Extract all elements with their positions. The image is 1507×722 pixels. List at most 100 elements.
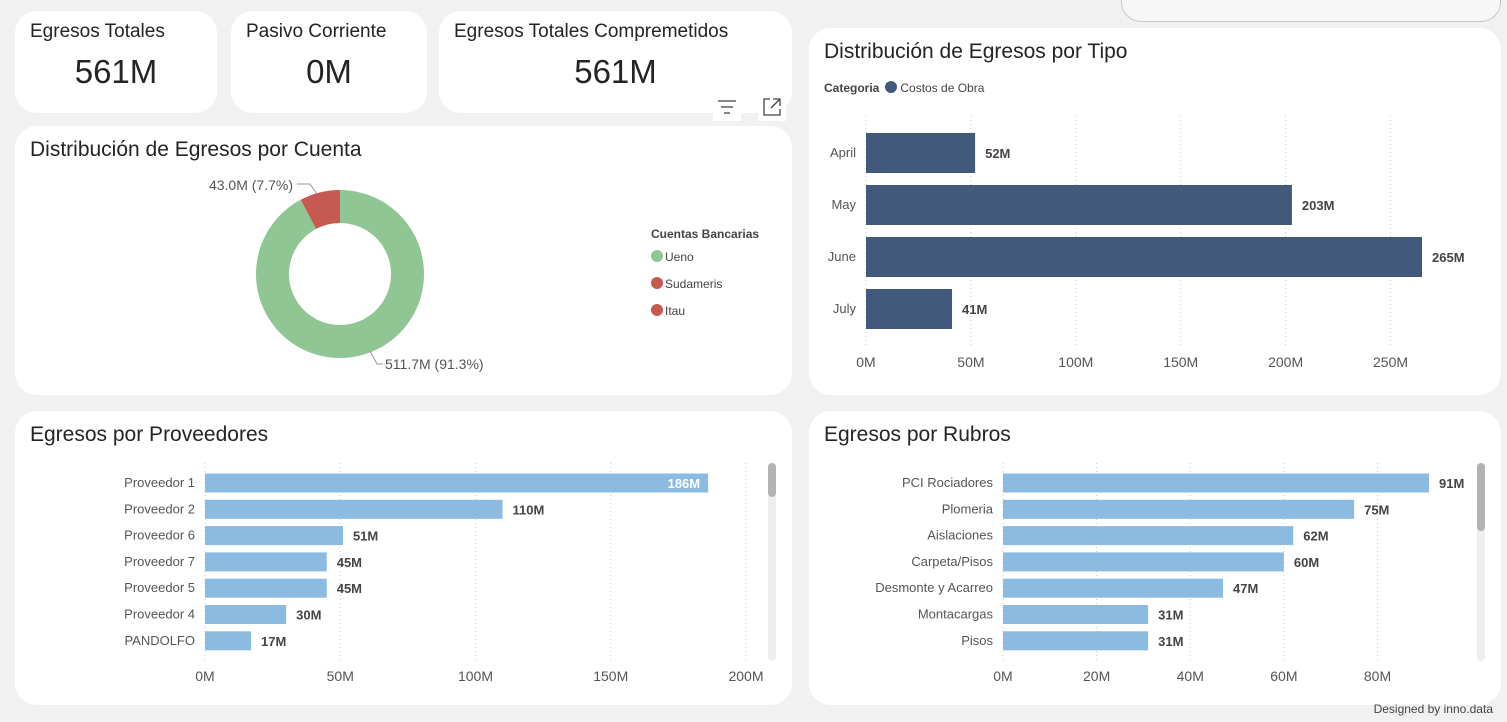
category-label: Plomeria [942,501,994,516]
x-tick-label: 200M [728,668,763,684]
data-label: 62M [1303,529,1328,544]
category-label: May [831,197,856,212]
data-label: 75M [1364,502,1389,517]
legend-label-sudameris[interactable]: Sudameris [665,277,722,291]
kpi-label: Pasivo Corriente [246,21,387,42]
kpi-value: 0M [306,53,352,90]
data-label: 51M [353,529,378,544]
leader-line-ueno [369,350,383,365]
x-tick-label: 80M [1364,668,1391,684]
data-label: 31M [1158,608,1183,623]
bar[interactable] [866,289,953,329]
data-label: 45M [337,555,362,570]
panel-title: Egresos por Proveedores [30,423,269,446]
legend-dot [885,81,898,93]
kpi-label: Egresos Totales Compremetidos [454,21,729,42]
kpi-card-pasivo-corriente: Pasivo Corriente 0M [231,11,427,113]
legend-title: Categoria [824,81,880,95]
scrollbar-thumb[interactable] [1477,463,1485,531]
panel-title: Distribución de Egresos por Cuenta [30,138,362,161]
category-label: Proveedor 2 [124,501,195,516]
x-tick-label: 150M [593,668,628,684]
category-label: Proveedor 7 [124,554,195,569]
tipo-bar-chart: 0M 50M 100M 150M 200M 250M April 52M May 203M June… [828,116,1465,370]
bar[interactable] [205,578,327,598]
category-label: Proveedor 4 [124,607,195,622]
bar[interactable] [205,605,287,624]
data-label: 203M [1302,198,1335,213]
x-tick-label: 50M [327,668,354,684]
legend-dot-ueno [651,250,663,262]
data-label: 47M [1233,581,1258,596]
bar[interactable] [1003,526,1294,546]
x-tick-label: 50M [957,354,984,370]
scrollbar-track[interactable] [1477,463,1485,661]
category-label: Proveedor 1 [124,475,195,490]
x-tick-label: 100M [1058,354,1093,370]
data-label: 30M [296,608,321,623]
rubros-bar-chart: 0M 20M 40M 60M 80M PCI Rociadores 91M Plomeria 7… [875,463,1464,684]
legend-dot-sudameris [651,277,663,289]
bar[interactable] [205,552,327,572]
bar[interactable] [1003,552,1284,572]
leader-line-sudameris [297,183,318,195]
panel-title: Egresos por Rubros [824,423,1011,446]
bar[interactable] [1003,499,1355,519]
legend-label-ueno[interactable]: Ueno [665,250,694,264]
bar[interactable] [1003,605,1149,624]
data-label: 41M [962,302,987,317]
bar[interactable] [205,499,503,519]
category-label: Desmonte y Acarreo [875,580,993,595]
bar[interactable] [1003,578,1224,598]
kpi-card-egresos-totales: Egresos Totales 561M [15,11,217,113]
legend: Categoria Costos de Obra [824,81,984,95]
kpi-value: 561M [574,53,657,90]
x-tick-label: 20M [1083,668,1110,684]
donut-slice-ueno[interactable] [255,190,424,358]
legend-title: Cuentas Bancarias [651,227,759,241]
scrollbar-track[interactable] [768,463,776,661]
category-label: Proveedor 6 [124,528,195,543]
donut-slice-sudameris[interactable] [300,190,340,229]
x-tick-label: 150M [1163,354,1198,370]
x-tick-label: 200M [1268,354,1303,370]
data-label: 17M [261,634,286,649]
footer-credit: Designed by inno.data [1374,702,1493,716]
data-label-sudameris: 43.0M (7.7%) [209,177,293,193]
category-label: April [830,145,856,160]
panel-title: Distribución de Egresos por Tipo [824,40,1128,63]
x-tick-label: 40M [1177,668,1204,684]
bar[interactable] [205,526,343,546]
bar[interactable] [205,473,709,493]
x-tick-label: 250M [1373,354,1408,370]
bar[interactable] [866,133,976,173]
data-label: 186M [668,476,701,491]
category-label: Proveedor 5 [124,580,195,595]
bar[interactable] [866,237,1423,277]
bar[interactable] [1003,631,1149,651]
legend-dot-itau [651,304,663,316]
category-label: PANDOLFO [124,633,195,648]
bar[interactable] [205,631,251,651]
data-label: 31M [1158,634,1183,649]
panel-egresos-por-rubros: Egresos por Rubros 0M 20M 40M 60M 80M PCI Roc… [809,411,1501,705]
category-label: Carpeta/Pisos [911,554,993,569]
legend-label[interactable]: Costos de Obra [900,81,985,95]
top-search-pill[interactable] [1121,0,1501,22]
bar[interactable] [1003,473,1429,493]
legend-label-itau[interactable]: Itau [665,304,685,318]
data-label-ueno: 511.7M (91.3%) [385,356,484,372]
focus-mode-icon[interactable] [758,93,786,121]
category-label: Aislaciones [927,528,993,543]
kpi-label: Egresos Totales [30,21,165,42]
footer-prefix: Designed by [1373,702,1444,716]
category-label: PCI Rociadores [902,475,994,490]
panel-egresos-por-proveedores: Egresos por Proveedores 0M 50M 100M 150M 200… [15,411,792,705]
scrollbar-thumb[interactable] [768,463,776,497]
data-label: 91M [1439,476,1464,491]
x-tick-label: 60M [1270,668,1297,684]
category-label: Pisos [961,633,993,648]
filter-icon[interactable] [713,93,741,121]
bar[interactable] [866,185,1292,225]
proveedores-bar-chart: 0M 50M 100M 150M 200M Proveedor 1 186M Proveedo… [124,463,764,684]
